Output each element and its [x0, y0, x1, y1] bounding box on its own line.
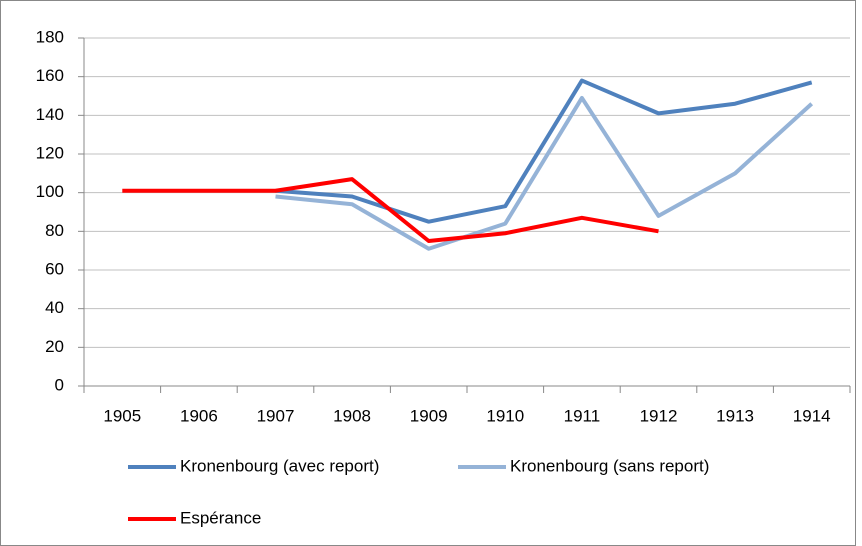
x-tick-label: 1908 [333, 406, 371, 425]
legend-label: Kronenbourg (sans report) [510, 456, 709, 475]
x-tick-label: 1907 [257, 406, 295, 425]
y-tick-label: 20 [45, 337, 64, 356]
y-tick-label: 40 [45, 298, 64, 317]
x-tick-label: 1905 [103, 406, 141, 425]
y-tick-label: 180 [36, 27, 64, 46]
x-tick-label: 1910 [486, 406, 524, 425]
y-tick-label: 140 [36, 105, 64, 124]
series-line [275, 95, 814, 251]
legend-label: Kronenbourg (avec report) [180, 456, 379, 475]
x-tick-label: 1914 [793, 406, 831, 425]
x-tick-label: 1913 [716, 406, 754, 425]
x-tick-label: 1911 [564, 406, 601, 425]
x-tick-label: 1909 [410, 406, 448, 425]
x-tick-label: 1912 [640, 406, 678, 425]
y-tick-label: 60 [45, 259, 64, 278]
y-tick-label: 80 [45, 221, 64, 240]
y-tick-label: 160 [36, 66, 64, 85]
series-line [122, 177, 659, 243]
x-tick-label: 1906 [180, 406, 218, 425]
y-tick-label: 100 [36, 182, 64, 201]
legend-label: Espérance [180, 508, 261, 527]
y-tick-label: 0 [55, 375, 64, 394]
series-line [275, 78, 813, 224]
y-tick-label: 120 [36, 143, 64, 162]
